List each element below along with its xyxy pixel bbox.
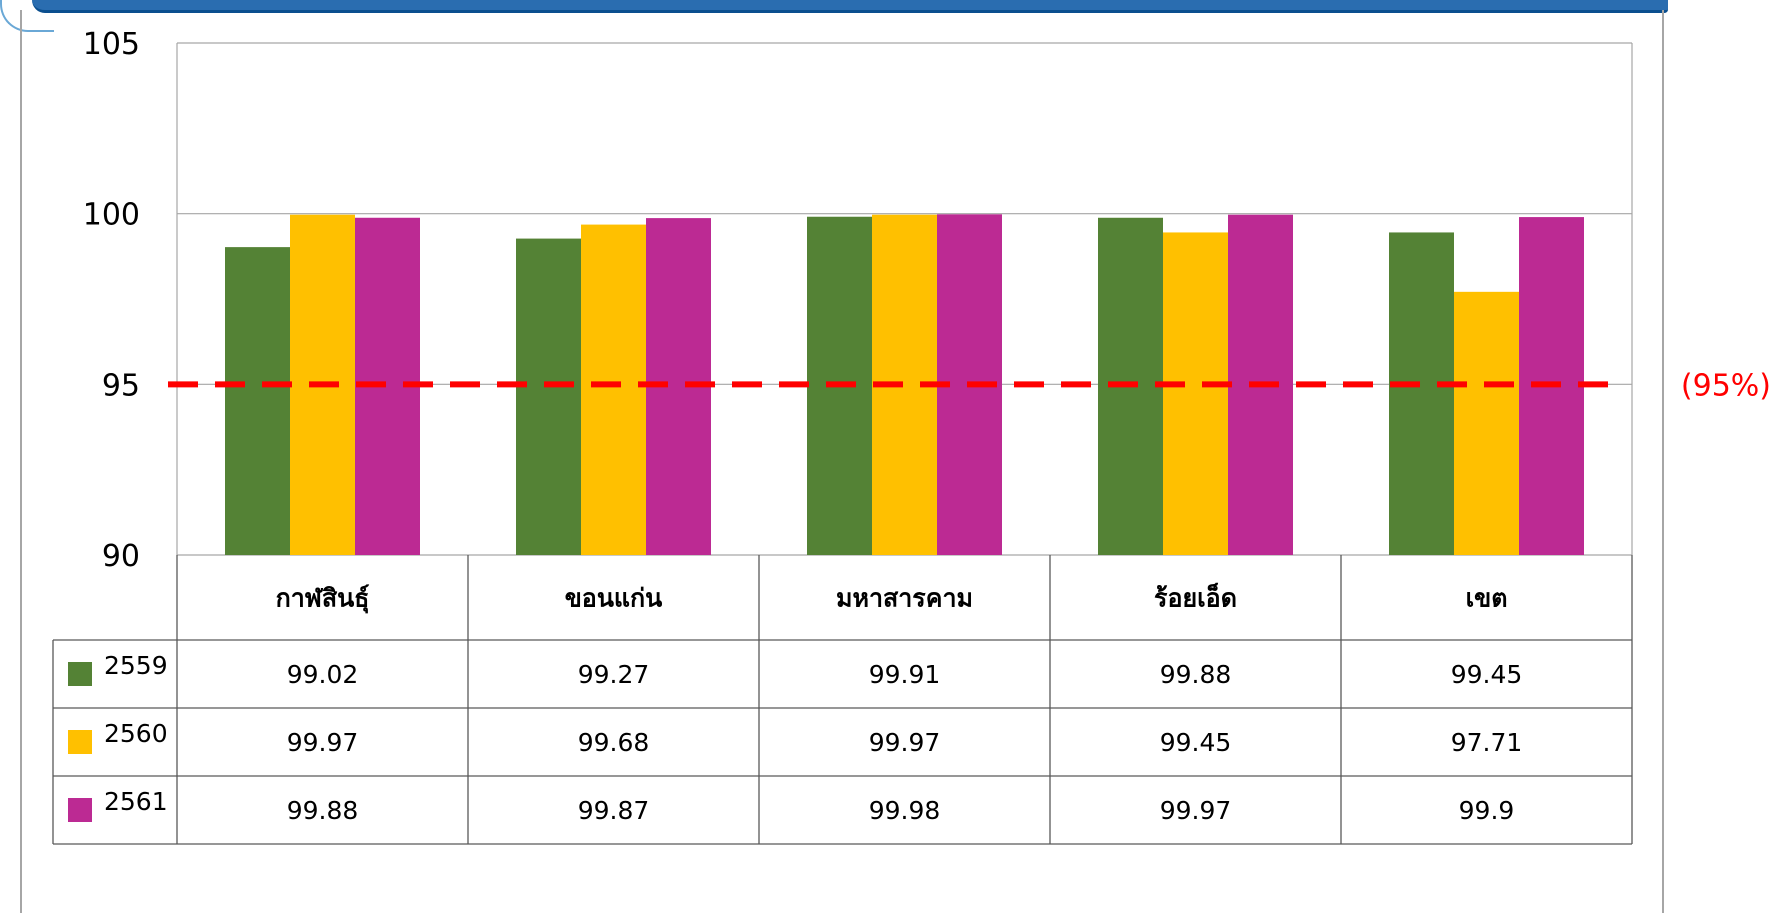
data-table: กาฬสินธุ์ ขอนแก่น มหาสารคาม ร้อยเอ็ด เขต 2559… — [52, 555, 1633, 845]
table-cell-2560-1: 99.97 — [287, 728, 359, 757]
legend-label-2561: 2561 — [104, 787, 168, 816]
category-label-3: มหาสารคาม — [836, 584, 973, 613]
bar-2559-2 — [516, 238, 581, 556]
y-tick-label-90: 90 — [102, 539, 140, 574]
table-cell-2559-2: 99.27 — [578, 660, 650, 689]
category-label-4: ร้อยเอ็ด — [1154, 583, 1237, 613]
bar-2559-1 — [225, 247, 290, 555]
table-cell-2561-1: 99.88 — [287, 796, 359, 825]
table-cell-2560-2: 99.68 — [578, 728, 650, 757]
table-cell-2559-4: 99.88 — [1160, 660, 1232, 689]
bar-2560-4 — [1163, 232, 1228, 555]
table-cell-2561-3: 99.98 — [869, 796, 941, 825]
table-cell-2560-3: 99.97 — [869, 728, 941, 757]
chart-panel — [20, 10, 1664, 913]
y-tick-label-100: 100 — [83, 198, 140, 233]
legend-label-2560: 2560 — [104, 719, 168, 748]
header-bar — [32, 0, 1668, 13]
legend-swatch-2560 — [68, 730, 92, 754]
category-label-1: กาฬสินธุ์ — [276, 584, 370, 615]
legend-swatch-2559 — [68, 662, 92, 686]
table-cell-2560-5: 97.71 — [1451, 728, 1523, 757]
table-cell-2561-2: 99.87 — [578, 796, 650, 825]
table-cell-2559-3: 99.91 — [869, 660, 941, 689]
legend-label-2559: 2559 — [104, 651, 168, 680]
target-line-group: (95%) — [168, 368, 1771, 403]
bar-2560-5 — [1454, 291, 1519, 555]
target-label: (95%) — [1681, 368, 1771, 403]
table-cell-2561-4: 99.97 — [1160, 796, 1232, 825]
category-label-5: เขต — [1466, 584, 1508, 613]
table-cell-2561-5: 99.9 — [1459, 796, 1515, 825]
y-tick-label-95: 95 — [102, 368, 140, 403]
table-cell-2560-4: 99.45 — [1160, 728, 1232, 757]
table-cell-2559-1: 99.02 — [287, 660, 359, 689]
bar-2560-2 — [581, 224, 646, 555]
y-tick-label-105: 105 — [83, 27, 140, 62]
legend-swatch-2561 — [68, 798, 92, 822]
category-label-2: ขอนแก่น — [565, 584, 663, 613]
table-cell-2559-5: 99.45 — [1451, 660, 1523, 689]
bar-2559-5 — [1389, 232, 1454, 555]
y-axis: 90 95 100 105 — [83, 27, 140, 574]
